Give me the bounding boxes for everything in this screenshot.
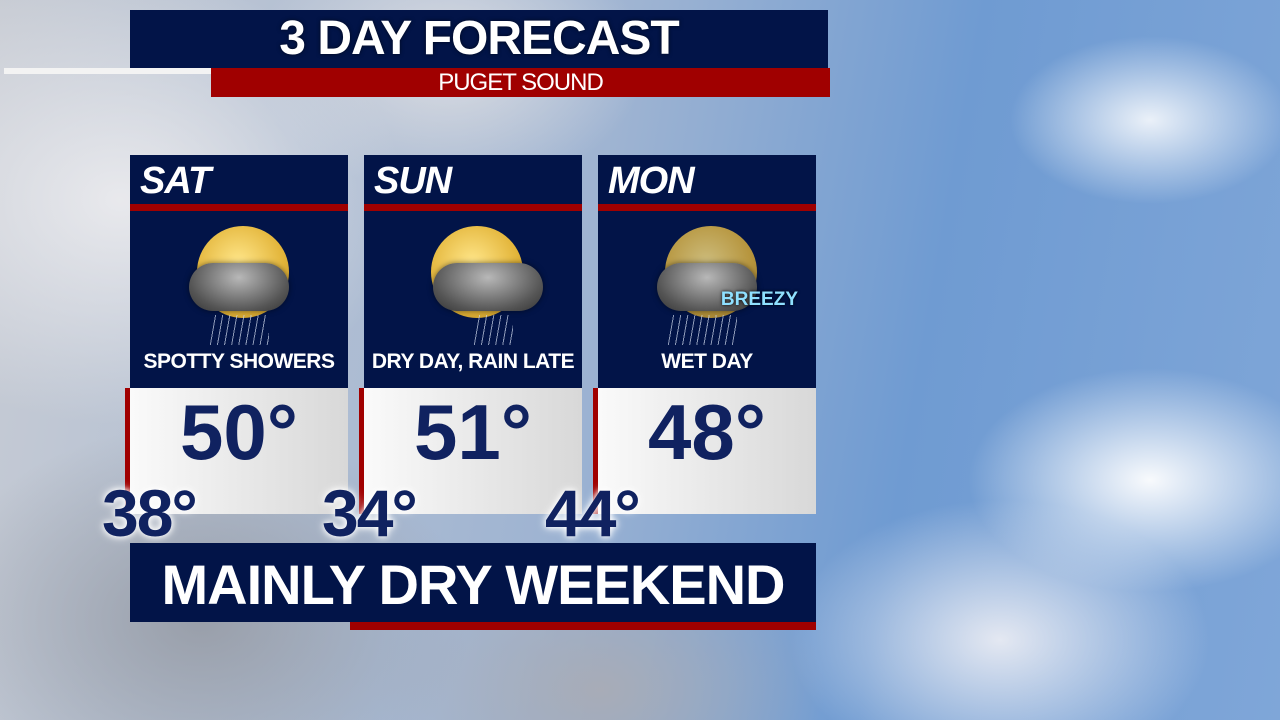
forecast-card-sat: SAT SPOTTY SHOWERS 50° [125,155,348,514]
low-temp-sun: 34° [322,476,418,550]
condition-text: SPOTTY SHOWERS [143,350,335,373]
high-temp: 50° [125,388,348,514]
high-temp: 51° [359,388,582,514]
page-title: 3 DAY FORECAST [130,10,828,68]
divider [130,204,348,211]
low-temp-mon: 44° [545,476,641,550]
condition-text: WET DAY [661,350,753,373]
summary-banner: MAINLY DRY WEEKEND [130,543,816,622]
day-label: SAT [130,155,348,204]
condition-text: DRY DAY, RAIN LATE [371,350,575,373]
partly-sunny-showers-icon: SPOTTY SHOWERS [130,211,348,388]
divider [598,204,816,211]
region-subtitle: PUGET SOUND [211,68,830,97]
cloudy-rain-wind-icon: BREEZY WET DAY [598,211,816,388]
divider [350,622,816,630]
day-label: SUN [364,155,582,204]
breezy-badge: BREEZY [720,289,798,310]
high-temp: 48° [593,388,816,514]
partly-sunny-rain-icon: DRY DAY, RAIN LATE [364,211,582,388]
forecast-card-sun: SUN DRY DAY, RAIN LATE 51° [359,155,582,514]
forecast-card-mon: MON BREEZY WET DAY 48° [593,155,816,514]
day-label: MON [598,155,816,204]
low-temp-sat: 38° [102,476,198,550]
divider [364,204,582,211]
divider [4,68,211,74]
